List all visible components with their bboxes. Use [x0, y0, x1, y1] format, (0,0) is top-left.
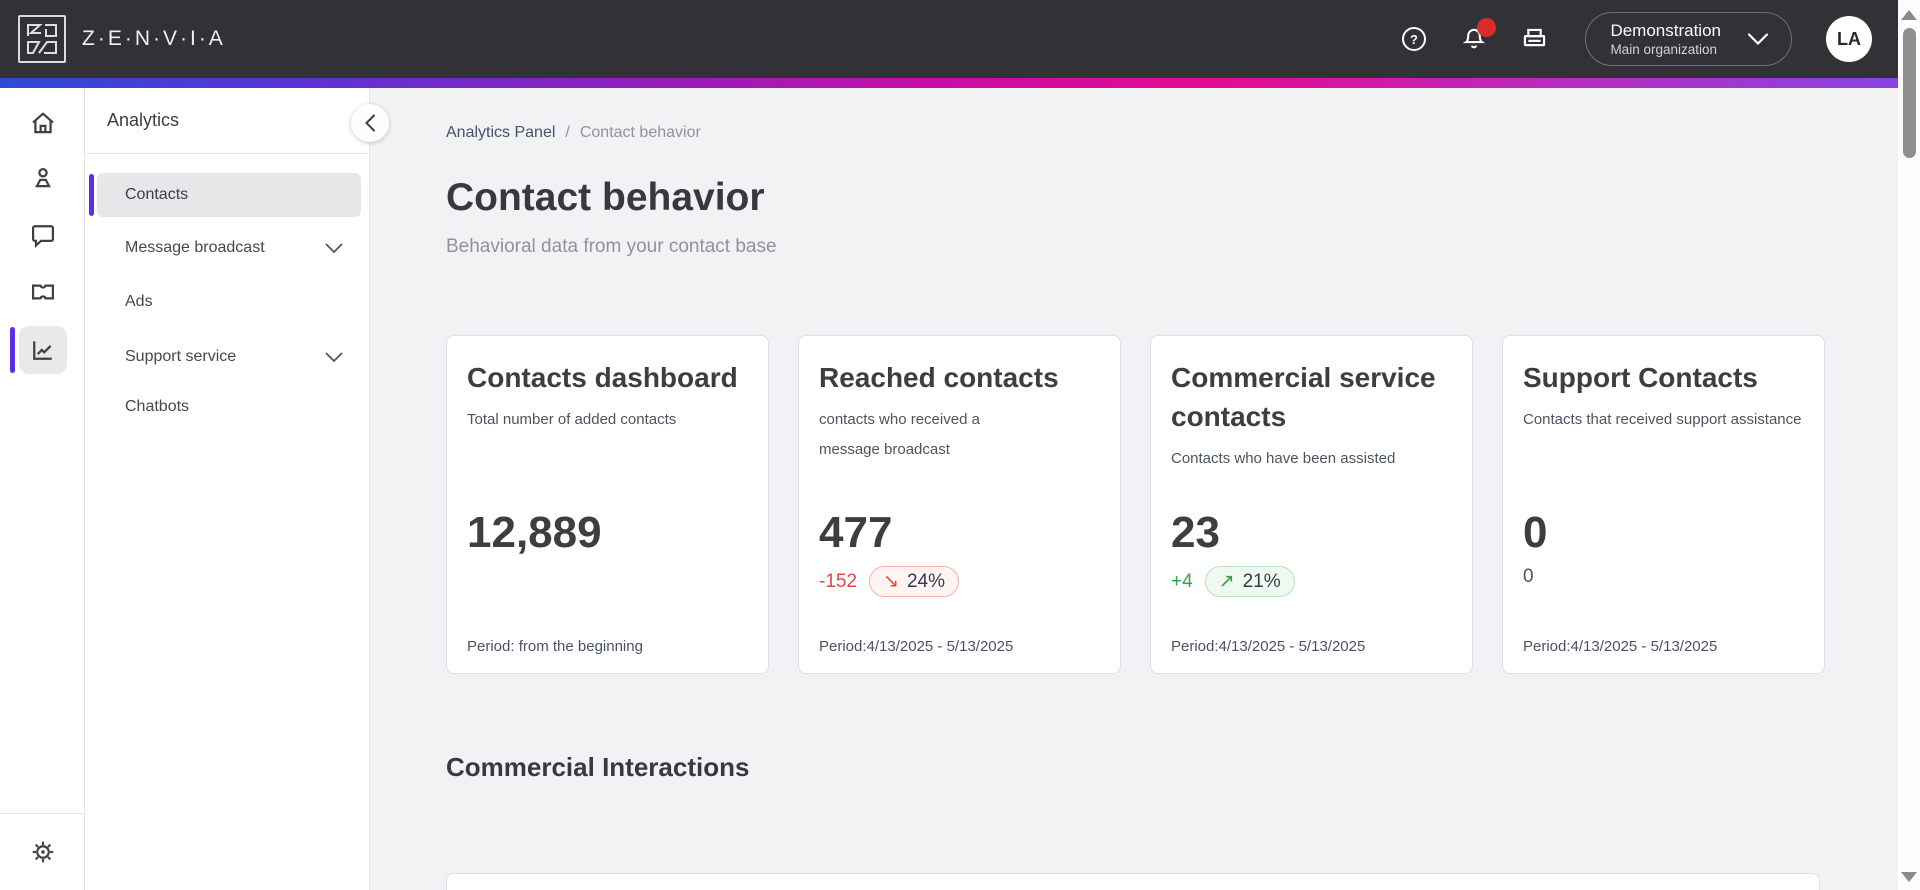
help-button[interactable]: ? — [1399, 24, 1429, 54]
sidebar-item-label: Chatbots — [125, 398, 190, 415]
card-subtitle: Contacts that received support assistanc… — [1523, 411, 1802, 429]
card-support-contacts: Support Contacts Contacts that received … — [1502, 335, 1825, 674]
rail-contacts-button[interactable] — [19, 154, 67, 202]
card-value: 23 — [1171, 508, 1220, 557]
rail-home-button[interactable] — [19, 99, 67, 147]
card-period: Period:4/13/2025 - 5/13/2025 — [1171, 638, 1366, 655]
help-icon: ? — [1402, 27, 1427, 51]
trend-badge: ↗ 21% — [1204, 566, 1295, 597]
trend-percent: 24% — [906, 570, 945, 592]
rail-conversations-button[interactable] — [19, 211, 67, 259]
page-scrollbar[interactable] — [1898, 0, 1920, 890]
brand-wordmark: Z·E·N·V·I·A — [82, 27, 226, 50]
card-title: Commercial service contacts — [1171, 362, 1436, 433]
brand[interactable]: Z·E·N·V·I·A — [18, 15, 226, 63]
sidebar-item-label: Ads — [125, 293, 153, 310]
delta-value: 0 — [1523, 566, 1534, 587]
breadcrumb-separator: / — [565, 124, 570, 141]
card-delta-row: -152 ↘ 24% — [819, 566, 959, 597]
card-delta-row: +4 ↗ 21% — [1171, 566, 1295, 597]
card-period: Period:4/13/2025 - 5/13/2025 — [1523, 638, 1718, 655]
card-title: Support Contacts — [1523, 362, 1758, 393]
notifications-button[interactable] — [1459, 18, 1497, 54]
chevron-down-icon — [1747, 33, 1769, 46]
sidebar-item-label: Message broadcast — [125, 239, 265, 256]
trend-percent: 21% — [1242, 570, 1281, 592]
section-title-commercial-interactions: Commercial Interactions — [446, 752, 750, 782]
zenvia-logo-icon — [18, 15, 66, 63]
organization-name: Demonstration — [1610, 20, 1721, 40]
analytics-sidebar: Analytics Contacts Message broadcast Ads… — [85, 88, 389, 890]
card-subtitle: Contacts who have been assisted — [1171, 450, 1396, 468]
sidebar-item-ads[interactable]: Ads — [97, 280, 361, 324]
gear-icon — [32, 841, 54, 863]
printer-button[interactable] — [1519, 24, 1549, 54]
rail-sales-button[interactable] — [19, 268, 67, 316]
sidebar-item-message-broadcast[interactable]: Message broadcast — [97, 226, 361, 270]
svg-text:?: ? — [1410, 32, 1418, 47]
delta-value: +4 — [1171, 570, 1193, 592]
person-icon — [35, 168, 51, 188]
chevron-down-icon — [325, 352, 343, 362]
chat-icon — [31, 225, 55, 249]
topbar: Z·E·N·V·I·A ? Demonstration — [0, 0, 1898, 78]
printer-icon — [1523, 28, 1546, 46]
rail-active-indicator — [10, 327, 15, 373]
main-content: Analytics Panel / Contact behavior Conta… — [370, 88, 1898, 890]
ticket-icon — [31, 284, 55, 300]
trend-up-icon: ↗ — [1218, 571, 1235, 592]
sidebar-item-label: Support service — [125, 348, 237, 365]
card-title: Contacts dashboard — [467, 362, 738, 393]
card-value: 0 — [1523, 508, 1548, 557]
home-icon — [32, 112, 54, 134]
delta-value: -152 — [819, 570, 858, 592]
commercial-interactions-card — [446, 873, 1820, 890]
sidebar-item-support-service[interactable]: Support service — [97, 335, 361, 379]
brand-gradient-bar — [0, 78, 1898, 88]
breadcrumb-current: Contact behavior — [579, 124, 701, 141]
scrollbar-thumb[interactable] — [1903, 28, 1916, 158]
card-period: Period: from the beginning — [467, 638, 643, 655]
sidebar-item-contacts[interactable]: Contacts — [89, 173, 361, 217]
avatar[interactable]: LA — [1826, 16, 1872, 62]
kpi-cards-row: Contacts dashboard Total number of added… — [446, 335, 1825, 674]
rail-analytics-button[interactable] — [19, 326, 67, 374]
chevron-left-icon — [364, 114, 375, 132]
topbar-actions: ? Demonstration Main organization — [1399, 12, 1872, 66]
card-reached-contacts: Reached contacts contacts who received a… — [798, 335, 1121, 674]
breadcrumb-analytics-panel[interactable]: Analytics Panel — [446, 124, 556, 141]
organization-texts: Demonstration Main organization — [1610, 20, 1721, 59]
notification-badge — [1477, 18, 1497, 37]
sidebar-title: Analytics — [107, 110, 180, 130]
sidebar-active-indicator — [89, 174, 94, 216]
card-subtitle: contacts who received a message broadcas… — [819, 411, 980, 459]
organization-selector[interactable]: Demonstration Main organization — [1585, 12, 1792, 66]
card-value: 12,889 — [467, 508, 602, 557]
chevron-down-icon — [325, 243, 343, 253]
card-commercial-service-contacts: Commercial service contacts Contacts who… — [1150, 335, 1473, 674]
sidebar-divider — [85, 153, 369, 154]
page-title: Contact behavior — [446, 176, 765, 219]
rail-settings-button[interactable] — [19, 828, 67, 876]
card-contacts-dashboard: Contacts dashboard Total number of added… — [446, 335, 769, 674]
avatar-initials: LA — [1837, 28, 1861, 49]
trend-badge: ↘ 24% — [869, 566, 959, 597]
sidebar-item-label: Contacts — [125, 186, 189, 203]
icon-rail — [0, 88, 85, 890]
sidebar-collapse-button[interactable] — [351, 104, 389, 142]
chart-icon — [33, 341, 52, 360]
trend-down-icon: ↘ — [883, 571, 899, 592]
rail-divider — [0, 813, 85, 814]
card-period: Period:4/13/2025 - 5/13/2025 — [819, 638, 1014, 655]
sidebar-item-chatbots[interactable]: Chatbots — [97, 385, 361, 429]
card-subtitle: Total number of added contacts — [467, 411, 677, 429]
card-delta-row: 0 — [1523, 566, 1534, 588]
scroll-down-arrow[interactable] — [1901, 872, 1917, 882]
card-title: Reached contacts — [819, 362, 1059, 393]
organization-subtitle: Main organization — [1610, 41, 1718, 57]
breadcrumb: Analytics Panel / Contact behavior — [446, 124, 701, 142]
card-value: 477 — [819, 508, 893, 557]
page-subtitle: Behavioral data from your contact base — [446, 236, 777, 257]
scroll-up-arrow[interactable] — [1901, 10, 1917, 20]
